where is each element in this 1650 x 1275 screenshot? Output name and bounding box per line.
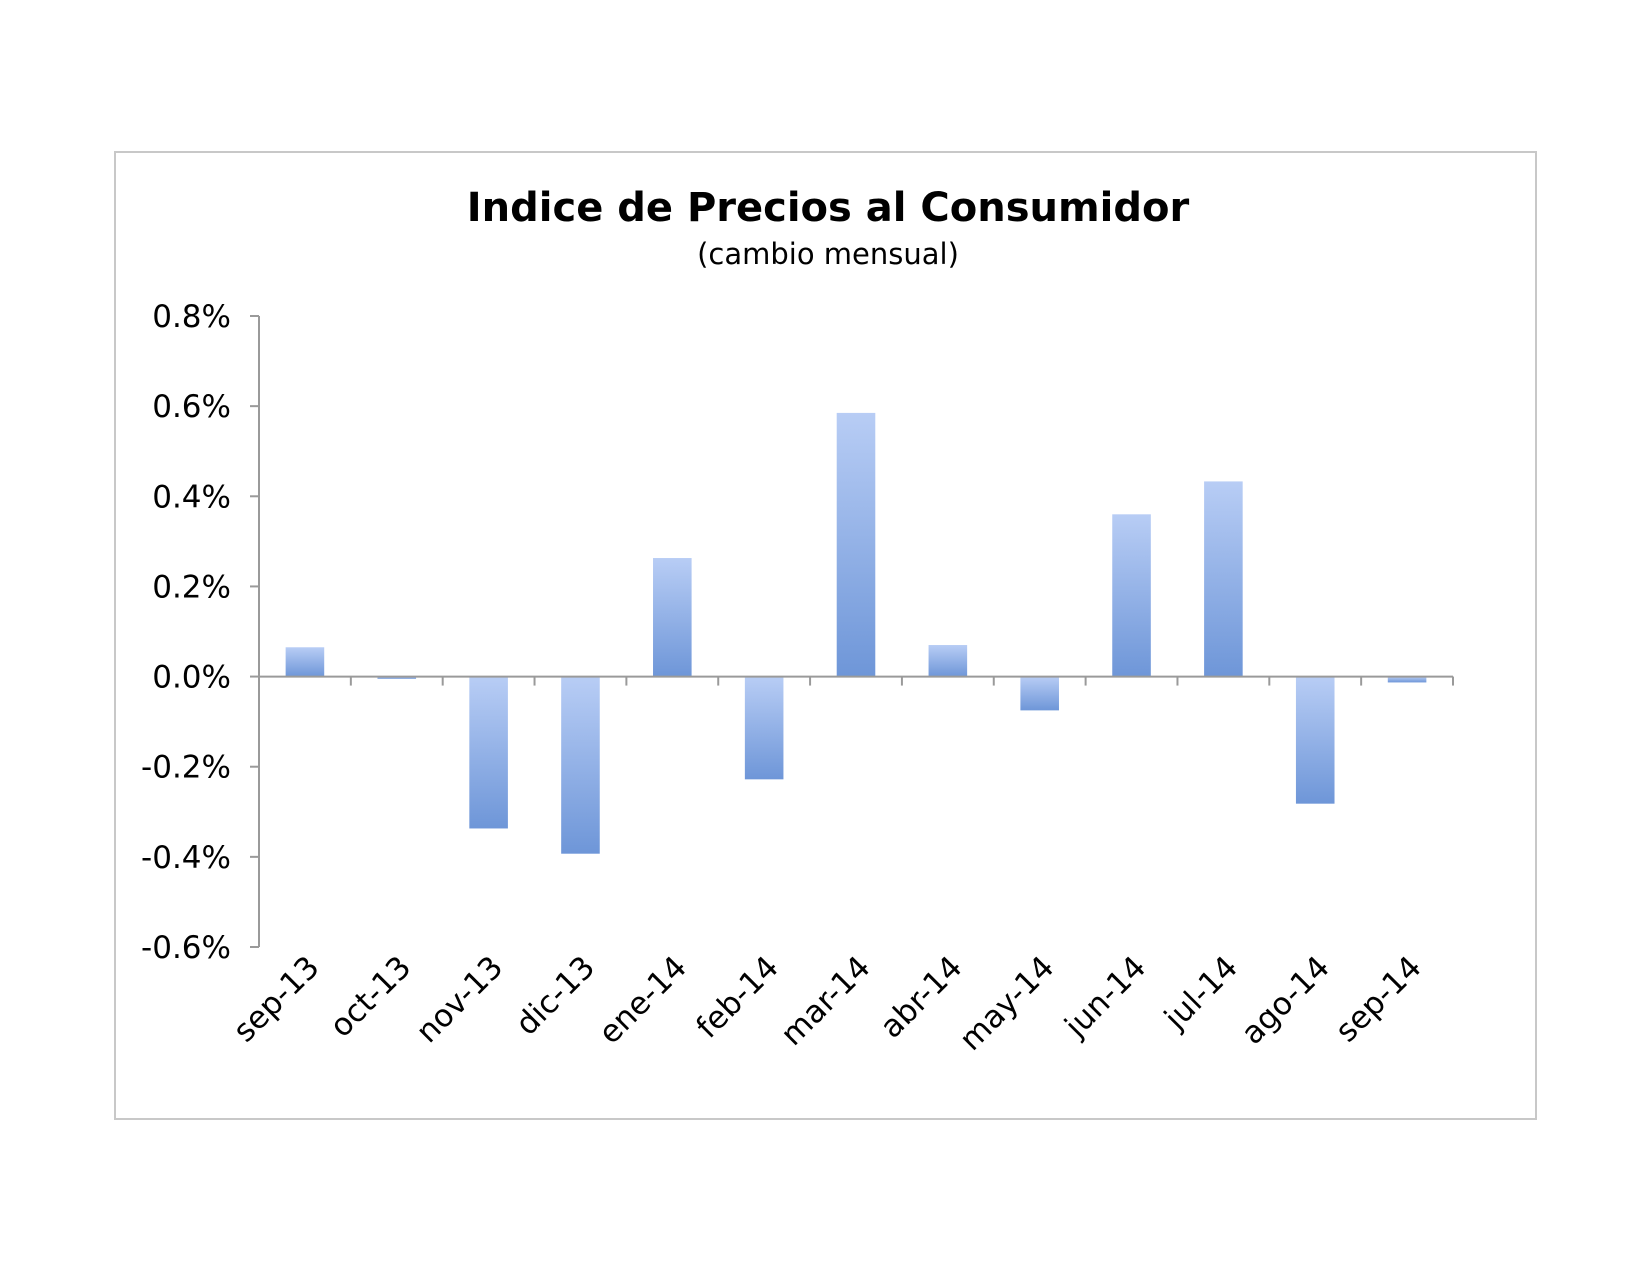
x-tick-label: feb-14	[689, 949, 785, 1045]
y-tick-label: 0.6%	[152, 389, 231, 425]
y-axis-ticks: 0.8% 0.6% 0.4% 0.2% 0.0% -0.2% -0.4% -0.6%	[141, 299, 259, 966]
x-tick-label: oct-13	[323, 949, 418, 1044]
bar-ene-14	[653, 558, 692, 677]
bar-ago-14	[1295, 676, 1335, 804]
bar-sep-13	[285, 647, 325, 677]
x-tick-label: nov-13	[409, 949, 510, 1050]
chart-subtitle: (cambio mensual)	[697, 237, 959, 271]
y-tick-label: -0.2%	[141, 750, 231, 786]
bar-mar-14	[836, 412, 876, 677]
y-tick-label: 0.4%	[152, 479, 231, 515]
x-tick-label: ene-14	[592, 949, 694, 1051]
x-tick-label: may-14	[953, 949, 1062, 1058]
bar-abr-14	[928, 645, 968, 677]
y-tick-label: -0.4%	[141, 840, 231, 876]
x-tick-label: dic-13	[509, 949, 602, 1042]
bar-jul-14	[1204, 481, 1243, 677]
bar-dic-13	[561, 676, 600, 854]
chart-title: Indice de Precios al Consumidor	[467, 185, 1190, 231]
bar-may-14	[1020, 676, 1059, 711]
bar-feb-14	[744, 676, 784, 780]
bar-chart: Indice de Precios al Consumidor (cambio …	[141, 185, 1454, 1058]
bar-oct-13	[377, 676, 417, 679]
y-tick-label: 0.0%	[152, 660, 231, 696]
bars	[285, 412, 1427, 854]
chart-container: Indice de Precios al Consumidor (cambio …	[114, 151, 1537, 1120]
bar-nov-13	[469, 676, 508, 829]
y-tick-label: -0.6%	[141, 930, 231, 966]
y-tick-label: 0.8%	[152, 299, 231, 335]
x-axis-ticks: sep-13oct-13nov-13dic-13ene-14feb-14mar-…	[226, 949, 1428, 1058]
x-tick-label: sep-14	[1329, 949, 1429, 1049]
x-tick-label: ago-14	[1234, 949, 1336, 1051]
x-tick-label: mar-14	[774, 949, 878, 1053]
bar-jun-14	[1112, 514, 1151, 677]
x-tick-label: jun-14	[1057, 949, 1153, 1045]
x-tick-label: jul-14	[1157, 949, 1245, 1037]
y-tick-label: 0.2%	[152, 569, 231, 605]
x-tick-label: sep-13	[226, 949, 326, 1049]
bar-sep-14	[1387, 676, 1427, 683]
axes	[258, 316, 1454, 947]
